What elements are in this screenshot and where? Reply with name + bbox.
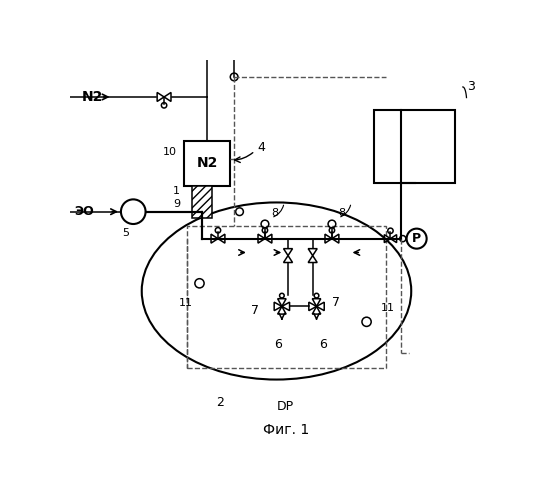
Text: 3: 3 xyxy=(466,80,475,94)
Text: N2: N2 xyxy=(196,156,218,170)
Text: 6: 6 xyxy=(319,338,327,351)
Text: 9: 9 xyxy=(173,199,180,209)
Text: P: P xyxy=(412,232,421,245)
Text: 7: 7 xyxy=(251,304,258,317)
Text: 2: 2 xyxy=(216,396,224,409)
Bar xyxy=(187,226,386,368)
Text: 4: 4 xyxy=(257,140,265,153)
Text: N2: N2 xyxy=(81,90,103,104)
Text: 1: 1 xyxy=(173,186,180,196)
Text: 8: 8 xyxy=(338,208,345,218)
Bar xyxy=(192,186,212,218)
Text: ЭО: ЭО xyxy=(74,205,94,218)
Bar xyxy=(184,141,230,186)
Text: DP: DP xyxy=(277,400,294,413)
Text: 10: 10 xyxy=(162,148,177,158)
Text: 8: 8 xyxy=(271,208,278,218)
Text: 5: 5 xyxy=(122,228,129,238)
Bar xyxy=(375,110,455,183)
Text: 11: 11 xyxy=(179,298,192,308)
Text: 6: 6 xyxy=(274,338,282,351)
Text: Фиг. 1: Фиг. 1 xyxy=(262,422,309,436)
Text: 7: 7 xyxy=(332,296,340,309)
Text: 11: 11 xyxy=(381,303,394,313)
